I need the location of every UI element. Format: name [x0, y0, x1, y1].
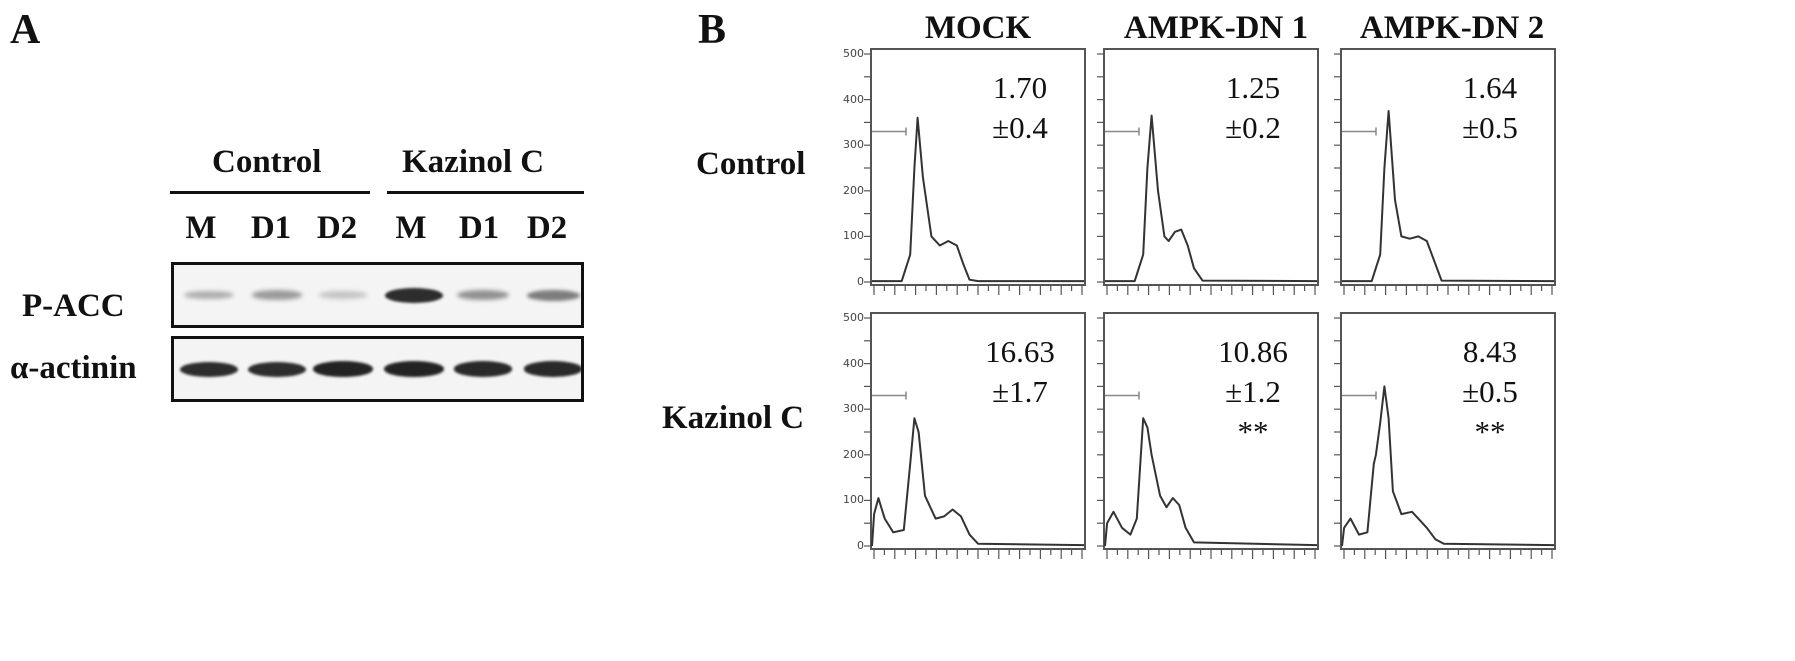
sub-g1-gate-marker	[1342, 391, 1377, 400]
blot-label-pacc: P-ACC	[22, 288, 125, 324]
group-label-kazinol: Kazinol C	[402, 144, 545, 180]
histogram-panel	[1340, 48, 1556, 286]
blot-band	[247, 361, 307, 377]
dna-content-histogram-curve	[871, 417, 1085, 547]
y-tick-label: 300	[843, 402, 864, 416]
stat-error: ±0.5	[1462, 374, 1518, 409]
blot-band	[453, 361, 513, 377]
blot-band	[179, 361, 239, 377]
y-tick-label: 100	[843, 493, 864, 507]
panel-a-letter: A	[10, 7, 41, 53]
y-tick-label: 100	[843, 229, 864, 243]
lane-label: D2	[526, 210, 568, 246]
blot-band	[526, 289, 580, 301]
column-title-ampk-dn2: AMPK-DN 2	[1359, 10, 1545, 46]
sub-g1-gate-marker	[1342, 127, 1377, 136]
stat-error: ±1.2	[1225, 374, 1281, 409]
y-tick-label: 0	[857, 539, 864, 552]
column-title-mock: MOCK	[924, 10, 1032, 46]
sub-g1-percentage: 8.43 ±0.5 **	[1440, 332, 1540, 452]
blot-pacc	[171, 262, 584, 328]
histogram-plot	[1097, 317, 1318, 559]
stat-value: 10.86	[1218, 334, 1288, 369]
lane-label: D2	[316, 210, 358, 246]
y-tick-label: 500	[843, 47, 864, 60]
sub-g1-percentage: 16.63 ±1.7	[970, 332, 1070, 412]
dna-content-histogram-curve	[1342, 110, 1555, 283]
lane-label: M	[185, 210, 217, 246]
group-label-control: Control	[212, 144, 322, 180]
stat-error: ±0.5	[1462, 110, 1518, 145]
column-title-ampk-dn1: AMPK-DN 1	[1123, 10, 1309, 46]
lane-label: D1	[250, 210, 292, 246]
blot-band	[184, 290, 234, 300]
sub-g1-gate-marker	[1105, 127, 1140, 136]
y-tick-label: 0	[857, 275, 864, 288]
stat-value: 1.70	[992, 70, 1048, 105]
blot-actinin	[171, 336, 584, 402]
blot-band	[384, 361, 444, 377]
y-tick-label: 400	[843, 356, 864, 370]
sub-g1-percentage: 1.25 ±0.2	[1203, 68, 1303, 148]
histogram-panel	[870, 48, 1086, 286]
histogram-panel	[1103, 312, 1319, 550]
group-underline-control	[170, 191, 370, 194]
group-underline-kazinol	[387, 191, 584, 194]
histogram-panel	[1340, 312, 1556, 550]
stat-value: 1.64	[1462, 70, 1518, 105]
blot-band	[457, 290, 509, 300]
sub-g1-percentage: 1.64 ±0.5	[1440, 68, 1540, 148]
dna-content-histogram-curve	[872, 116, 1084, 283]
sub-g1-gate-marker	[872, 127, 907, 136]
stat-error: ±0.2	[1225, 110, 1281, 145]
dna-content-histogram-curve	[1105, 114, 1318, 283]
sub-g1-gate-marker	[1105, 391, 1140, 400]
dna-content-histogram-curve	[1341, 385, 1555, 547]
y-tick-label: 500	[843, 311, 864, 324]
histogram-plot	[1097, 53, 1318, 295]
y-tick-label: 300	[843, 138, 864, 152]
sub-g1-percentage: 1.70 ±0.4	[970, 68, 1070, 148]
blot-band	[313, 361, 373, 377]
row-label-kazinol: Kazinol C	[662, 400, 805, 436]
histogram-plot	[1334, 317, 1555, 559]
blot-band	[523, 361, 581, 377]
stat-sig: **	[1237, 414, 1269, 449]
stat-error: ±0.4	[992, 110, 1048, 145]
blot-band	[384, 287, 444, 303]
blot-label-actinin: α-actinin	[10, 350, 137, 386]
dna-content-histogram-curve	[1104, 417, 1318, 547]
histogram-plot	[864, 53, 1084, 295]
stat-value: 1.25	[1225, 70, 1281, 105]
stat-value: 8.43	[1462, 334, 1518, 369]
row-label-control: Control	[696, 146, 806, 182]
panel-b-letter: B	[698, 7, 727, 53]
blot-band	[318, 291, 368, 299]
y-tick-label: 200	[843, 447, 864, 461]
sub-g1-percentage: 10.86 ±1.2 **	[1203, 332, 1303, 452]
stat-error: ±1.7	[992, 374, 1048, 409]
sub-g1-gate-marker	[872, 391, 907, 400]
histogram-panel	[1103, 48, 1319, 286]
stat-sig: **	[1474, 414, 1506, 449]
histogram-plot	[864, 317, 1085, 559]
lane-label: D1	[458, 210, 500, 246]
blot-band	[251, 290, 303, 300]
histogram-plot	[1334, 53, 1555, 295]
stat-value: 16.63	[985, 334, 1055, 369]
y-tick-label: 400	[843, 92, 864, 106]
lane-label: M	[395, 210, 427, 246]
y-tick-label: 200	[843, 183, 864, 197]
